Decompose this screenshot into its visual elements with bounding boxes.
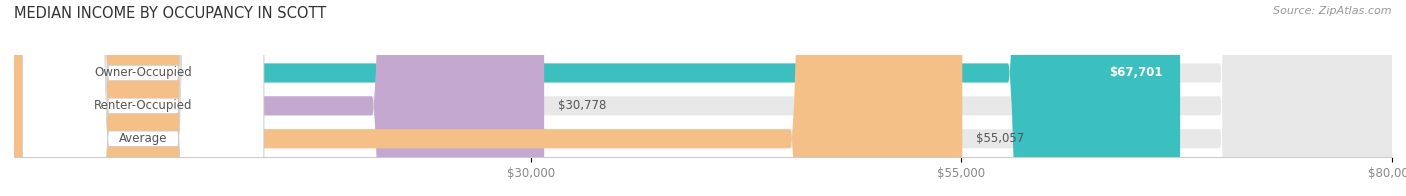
FancyBboxPatch shape <box>14 0 1392 196</box>
FancyBboxPatch shape <box>14 0 544 196</box>
Text: Average: Average <box>120 132 167 145</box>
FancyBboxPatch shape <box>14 0 1180 196</box>
Text: $67,701: $67,701 <box>1109 66 1163 79</box>
FancyBboxPatch shape <box>22 0 264 196</box>
Text: MEDIAN INCOME BY OCCUPANCY IN SCOTT: MEDIAN INCOME BY OCCUPANCY IN SCOTT <box>14 6 326 21</box>
FancyBboxPatch shape <box>22 0 264 196</box>
Text: Renter-Occupied: Renter-Occupied <box>94 99 193 112</box>
FancyBboxPatch shape <box>14 0 1392 196</box>
Text: Owner-Occupied: Owner-Occupied <box>94 66 193 79</box>
Text: Source: ZipAtlas.com: Source: ZipAtlas.com <box>1274 6 1392 16</box>
Text: $30,778: $30,778 <box>558 99 606 112</box>
FancyBboxPatch shape <box>14 0 962 196</box>
Text: $55,057: $55,057 <box>976 132 1025 145</box>
FancyBboxPatch shape <box>14 0 1392 196</box>
FancyBboxPatch shape <box>22 0 264 196</box>
